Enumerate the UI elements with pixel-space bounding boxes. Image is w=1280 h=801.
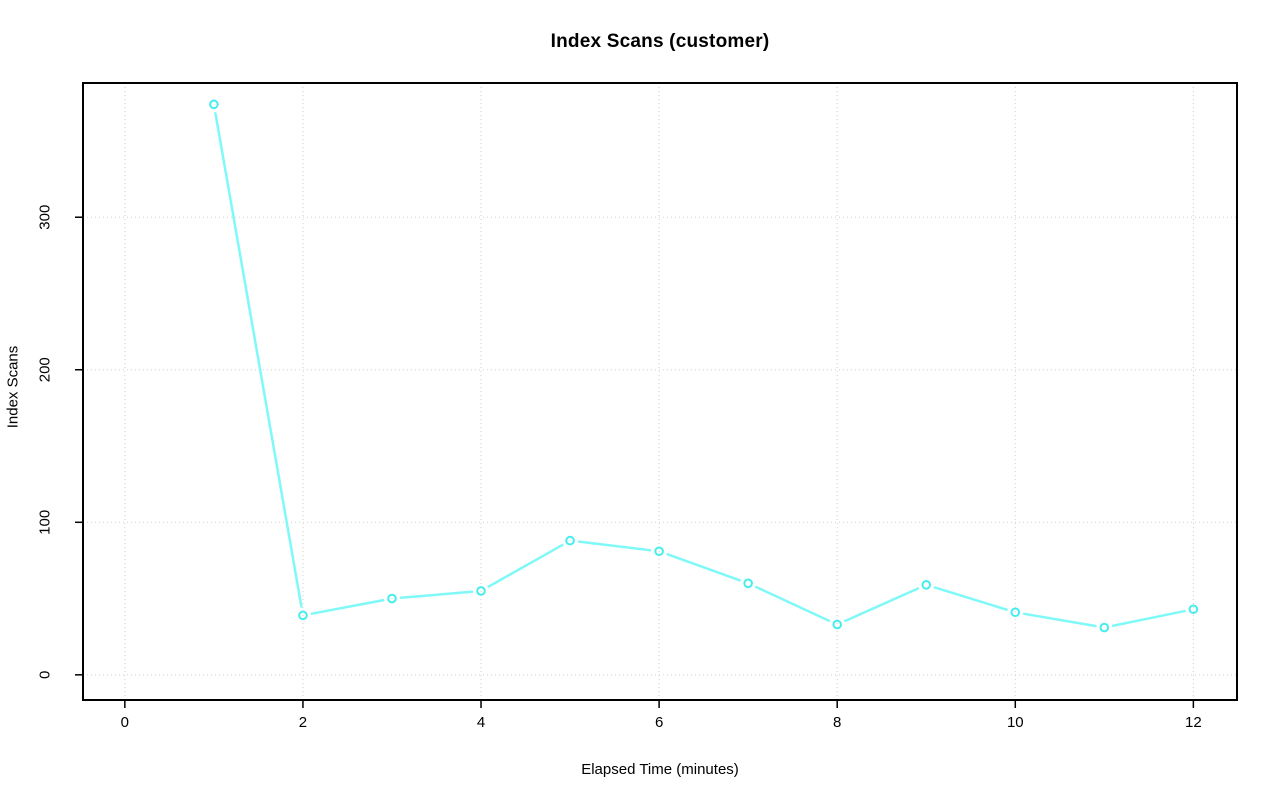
y-axis-title: Index Scans bbox=[4, 345, 22, 429]
data-point bbox=[209, 99, 219, 110]
series-line-segment bbox=[933, 586, 1008, 611]
x-tick-label: 8 bbox=[833, 714, 841, 731]
x-tick-label: 12 bbox=[1185, 714, 1202, 731]
x-tick-label: 10 bbox=[1007, 714, 1024, 731]
series-line-segment bbox=[310, 598, 385, 615]
series-line-segment bbox=[214, 111, 303, 608]
x-tick-label: 0 bbox=[121, 714, 129, 731]
x-axis-title: Elapsed Time (minutes) bbox=[581, 761, 739, 778]
data-point bbox=[1188, 604, 1199, 615]
series-line-segment bbox=[1111, 609, 1186, 627]
y-tick-label: 0 bbox=[37, 671, 54, 679]
series-line-segment bbox=[1022, 612, 1097, 628]
data-point bbox=[832, 619, 842, 630]
data-point bbox=[565, 535, 575, 546]
y-tick-label: 100 bbox=[37, 510, 54, 535]
data-point bbox=[654, 546, 664, 557]
data-point bbox=[387, 593, 397, 604]
data-point bbox=[476, 586, 486, 596]
series-line-segment bbox=[577, 540, 652, 552]
series-line-segment bbox=[666, 553, 741, 582]
series-line-segment bbox=[755, 585, 831, 622]
x-tick-label: 2 bbox=[299, 714, 307, 731]
plot-box bbox=[82, 82, 1238, 701]
data-point bbox=[743, 578, 753, 589]
series-line-segment bbox=[487, 543, 564, 588]
data-point bbox=[1099, 622, 1110, 633]
y-tick-label: 200 bbox=[37, 357, 54, 382]
x-tick-label: 6 bbox=[655, 714, 663, 731]
data-point bbox=[298, 610, 308, 621]
series-line-segment bbox=[844, 587, 920, 623]
x-tick-label: 4 bbox=[477, 714, 485, 731]
chart-title: Index Scans (customer) bbox=[550, 31, 770, 52]
series-line-segment bbox=[399, 590, 474, 600]
y-tick-label: 300 bbox=[37, 205, 54, 230]
data-point bbox=[921, 580, 932, 590]
data-point bbox=[1010, 607, 1021, 618]
